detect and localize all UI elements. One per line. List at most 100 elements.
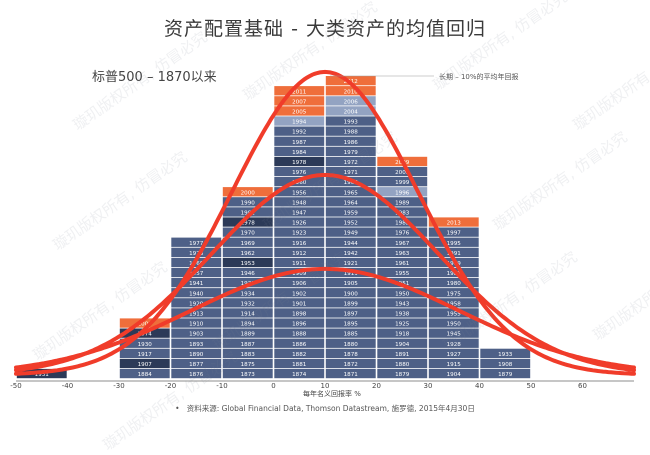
bar-year-label: 1941 <box>189 281 204 287</box>
bar-cell-1877 <box>171 358 222 369</box>
bar-cell-1923 <box>274 227 325 237</box>
bar-year-label: 1984 <box>292 150 307 156</box>
bar-cell-1883 <box>222 348 273 358</box>
bar-year-label: 1957 <box>189 271 204 277</box>
bar-cell-1947 <box>274 207 325 217</box>
bar-year-label: 1976 <box>292 170 307 176</box>
bar-year-label: 1934 <box>241 291 256 297</box>
bar-year-label: 1966 <box>189 261 204 267</box>
bar-year-label: 1906 <box>292 281 307 287</box>
bar-year-label: 1877 <box>189 362 204 368</box>
bar-year-label: 1913 <box>189 312 204 318</box>
bar-cell-1905 <box>325 278 376 288</box>
x-tick-label: 30 <box>424 382 433 390</box>
bar-cell-1941 <box>171 278 222 288</box>
bar-year-label: 1879 <box>498 372 513 378</box>
bar-cell-1950 <box>428 318 479 328</box>
footnote-text: 资料来源: Global Financial Data, Thomson Dat… <box>186 404 475 413</box>
bar-year-label: 1977 <box>189 241 204 247</box>
bar-cell-2003 <box>377 166 428 177</box>
bar-year-label: 1923 <box>292 231 307 237</box>
bar-cell-1882 <box>274 348 325 358</box>
x-tick-label: -40 <box>62 382 73 390</box>
bar-year-label: 1880 <box>344 342 359 348</box>
bar-cell-1962 <box>222 247 273 257</box>
bar-cell-1874 <box>274 368 325 379</box>
bar-year-label: 1907 <box>138 362 153 368</box>
bar-year-label: 1904 <box>395 342 410 348</box>
bar-year-label: 1986 <box>344 140 359 146</box>
bar-cell-1943 <box>377 298 428 308</box>
bar-year-label: 1919 <box>344 271 359 277</box>
bar-year-label: 1876 <box>189 372 204 378</box>
x-tick-labels: -50 -40 -30 -20 -10 0 10 20 30 40 50 60 <box>10 382 587 390</box>
bar-cell-1917 <box>119 348 170 358</box>
bar-cell-1979 <box>325 146 376 156</box>
bar-cell-1982 <box>377 217 428 227</box>
bar-year-label: 1989 <box>395 200 410 206</box>
bar-cell-2004 <box>325 106 376 116</box>
bar-cell-1940 <box>171 288 222 298</box>
bar-cell-1953 <box>222 257 273 268</box>
bar-cell-1969 <box>222 237 273 247</box>
bar-cell-1945 <box>428 328 479 338</box>
bar-year-label: 1963 <box>395 251 410 257</box>
bar-cell-1942 <box>325 247 376 257</box>
bar-cell-1950 <box>377 288 428 298</box>
bar-cell-1886 <box>274 338 325 348</box>
bar-year-label: 1980 <box>447 281 462 287</box>
bar-cell-1944 <box>325 237 376 247</box>
bar-cell-1893 <box>171 338 222 348</box>
bar-cell-1994 <box>274 116 325 126</box>
bar-cell-1921 <box>325 257 376 268</box>
bar-year-label: 1973 <box>189 251 204 257</box>
bar-cell-2007 <box>274 96 325 106</box>
bar-year-label: 1947 <box>292 211 307 217</box>
bar-cell-1959 <box>325 207 376 217</box>
x-axis-label: 每年名义回报率 % <box>303 389 361 398</box>
bar-year-label: 2005 <box>292 110 307 116</box>
x-tick-label: 20 <box>372 382 381 390</box>
bar-year-label: 1945 <box>447 332 462 338</box>
bar-year-label: 1988 <box>344 130 359 136</box>
bar-cell-1926 <box>274 217 325 227</box>
bar-year-label: 1894 <box>241 322 256 328</box>
bar-cell-1871 <box>325 368 376 379</box>
bar-cell-1955 <box>428 308 479 318</box>
bar-year-label: 1970 <box>241 231 256 237</box>
bar-cell-1912 <box>274 247 325 257</box>
bar-cell-1900 <box>325 288 376 298</box>
bar-cell-2005 <box>274 106 325 116</box>
bar-cell-1976 <box>274 166 325 177</box>
bar-cell-1951 <box>377 278 428 288</box>
bar-year-label: 1953 <box>241 261 256 267</box>
bar-year-label: 1990 <box>241 200 256 206</box>
bar-year-label: 1972 <box>344 160 358 166</box>
bar-year-label: 1999 <box>395 180 410 186</box>
bar-year-label: 1908 <box>498 362 513 368</box>
bar-year-label: 1991 <box>447 251 462 257</box>
bar-year-label: 1974 <box>138 332 153 338</box>
bar-cell-1890 <box>171 348 222 358</box>
bar-cell-1875 <box>222 358 273 369</box>
return-distribution-chart: 1931 1884 1907 1917 1930 1974 2008 1876 1877 1890… <box>10 69 636 398</box>
bar-year-label: 2010 <box>344 89 359 95</box>
bar-cell-1930 <box>119 338 170 348</box>
bar-cell-1887 <box>222 338 273 348</box>
bar-cell-1938 <box>377 308 428 318</box>
bar-cell-1984 <box>274 146 325 156</box>
bar-cell-1964 <box>325 197 376 207</box>
bar-cell-1976 <box>377 227 428 237</box>
bar-cell-1896 <box>274 318 325 328</box>
bar-cell-1932 <box>222 298 273 308</box>
bar-year-label: 1996 <box>395 190 410 196</box>
bar-year-label: 2013 <box>447 221 462 227</box>
bar-cell-1997 <box>428 227 479 237</box>
bar-cell-1902 <box>274 288 325 298</box>
bar-year-label: 1897 <box>344 312 359 318</box>
bar-year-label: 1878 <box>344 352 359 358</box>
bar-cell-1928 <box>428 338 479 348</box>
bar-cell-1918 <box>377 328 428 338</box>
bar-cell-1933 <box>480 348 531 358</box>
bar-year-label: 1875 <box>241 362 256 368</box>
